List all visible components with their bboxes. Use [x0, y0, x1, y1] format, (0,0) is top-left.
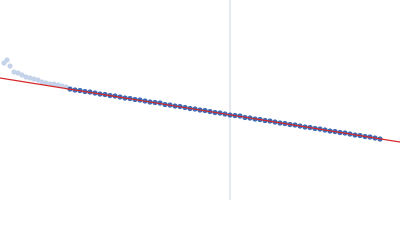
- point: [27, 75, 33, 81]
- point: [31, 76, 37, 82]
- point: [23, 74, 29, 80]
- point: [7, 63, 13, 69]
- point: [35, 77, 41, 83]
- point: [15, 70, 21, 76]
- point: [39, 79, 45, 85]
- point: [11, 69, 17, 75]
- fit-line: [0, 77, 400, 143]
- point: [19, 72, 25, 78]
- chart: [0, 0, 400, 200]
- point: [55, 82, 61, 88]
- page: {"chart_data": {"type": "scatter", "xlim…: [0, 0, 400, 200]
- point: [4, 57, 10, 63]
- point: [43, 80, 49, 86]
- point: [51, 81, 57, 87]
